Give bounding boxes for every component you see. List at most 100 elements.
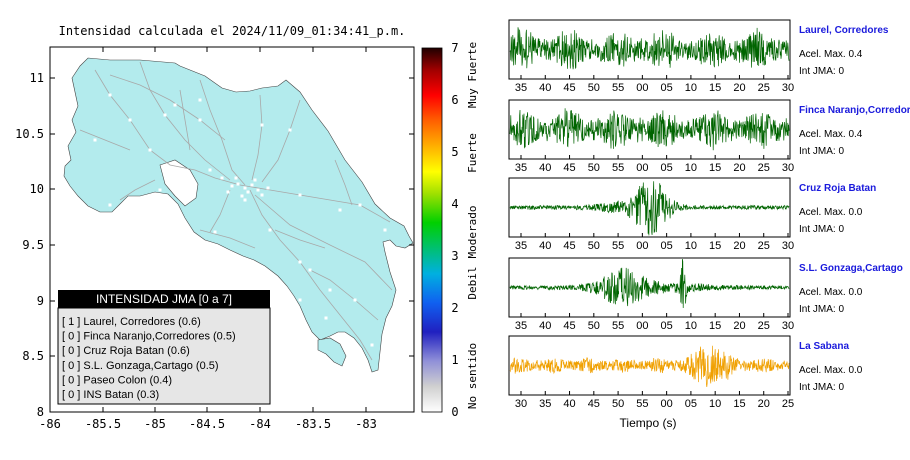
waveform-x-tick-label: 05 — [661, 162, 673, 174]
waveform-x-tick-label: 55 — [636, 398, 648, 410]
waveform-x-tick-label: 10 — [685, 82, 697, 94]
waveform-x-tick-label: 15 — [709, 162, 721, 174]
waveform-x-tick-label: 55 — [612, 320, 624, 332]
town-marker — [338, 208, 342, 212]
town-marker — [246, 190, 250, 194]
waveform-x-tick-label: 35 — [515, 240, 527, 252]
town-marker — [128, 118, 132, 122]
waveform-x-tick-label: 55 — [612, 240, 624, 252]
colorbar-tick-label: 2 — [451, 301, 458, 315]
legend-item: [ 1 ] Laurel, Corredores (0.6) — [62, 316, 201, 328]
colorbar-tick-label: 0 — [451, 405, 458, 419]
waveform-x-tick-label: 05 — [661, 82, 673, 94]
map-x-tick-label: -85.5 — [85, 417, 121, 431]
colorbar-category-label: Muy Fuerte — [466, 42, 479, 108]
intensity-map: Intensidad calculada el 2024/11/09_01:34… — [15, 24, 415, 431]
road — [179, 89, 191, 151]
waveform-x-tick-label: 45 — [563, 320, 575, 332]
legend-header — [58, 290, 270, 308]
map-x-tick-label: -85 — [144, 417, 166, 431]
waveform-x-tick-label: 45 — [588, 398, 600, 410]
map-x-axis: -86 -85.5 -85 -84.5 -84 -83.5 -83 — [39, 47, 377, 431]
waveform-panel: 35 40 45 50 55 00 05 10 15 20 25 30 Laurel, Corredor… — [508, 19, 889, 94]
waveform-x-tick-label: 30 — [515, 398, 527, 410]
town-marker — [256, 188, 260, 192]
colorbar-category-label: Debil — [466, 266, 479, 299]
town-marker — [198, 118, 202, 122]
station-name: S.L. Gonzaga,Cartago — [799, 263, 903, 274]
map-x-tick-label: -83.5 — [295, 417, 331, 431]
town-marker — [108, 203, 112, 207]
station-jma-intensity: Int JMA: 0 — [799, 304, 844, 315]
nicoya-gulf — [159, 159, 199, 207]
station-jma-intensity: Int JMA: 0 — [799, 146, 844, 157]
colorbar-tick-label: 7 — [451, 41, 458, 55]
legend-item: [ 0 ] Paseo Colon (0.4) — [62, 374, 172, 386]
waveform-x-tick-label: 50 — [588, 82, 600, 94]
town-marker — [236, 182, 240, 186]
waveform-x-tick-label: 25 — [782, 398, 794, 410]
waveform-x-tick-label: 20 — [733, 162, 745, 174]
map-x-tick-label: -84 — [249, 417, 271, 431]
road — [334, 159, 353, 206]
waveform-x-tick-label: 00 — [636, 320, 648, 332]
waveform-trace — [509, 27, 790, 70]
waveform-x-tick-label: 25 — [758, 240, 770, 252]
waveform-x-tick-label: 15 — [733, 398, 745, 410]
waveform-x-tick-label: 05 — [685, 398, 697, 410]
road — [251, 94, 263, 181]
town-marker — [163, 113, 167, 117]
town-marker — [148, 148, 152, 152]
map-y-axis: 11 10.5 10 9.5 9 8.5 8 — [15, 71, 414, 419]
legend-item: [ 0 ] Cruz Roja Batan (0.6) — [62, 345, 190, 357]
map-y-tick-label: 8 — [37, 405, 44, 419]
town-marker — [358, 203, 362, 207]
waveform-panels: 35 40 45 50 55 00 05 10 15 20 25 30 Laurel, Corredor… — [508, 19, 910, 410]
waveform-panel: 35 40 45 50 55 00 05 10 15 20 25 30 Cruz Roja Batan A… — [508, 177, 876, 252]
station-jma-intensity: Int JMA: 0 — [799, 224, 844, 235]
waveform-x-tick-label: 25 — [758, 320, 770, 332]
road — [79, 129, 131, 151]
waveform-panel: 30 35 40 45 50 55 00 05 10 15 20 25 La Sabana Acel. M… — [508, 335, 863, 410]
map-x-tick-label: -83 — [355, 417, 377, 431]
waveform-x-tick-label: 35 — [515, 162, 527, 174]
town-marker — [158, 188, 162, 192]
map-x-tick-label: -84.5 — [189, 417, 225, 431]
waveform-x-tick-label: 00 — [636, 240, 648, 252]
map-y-tick-label: 9.5 — [22, 238, 44, 252]
waveform-trace — [509, 181, 790, 236]
waveform-x-tick-label: 40 — [563, 398, 575, 410]
waveform-panel: 35 40 45 50 55 00 05 10 15 20 25 30 Finca Naranjo,Co… — [508, 99, 910, 174]
road — [274, 229, 326, 249]
town-marker — [173, 103, 177, 107]
osa-peninsula — [317, 337, 347, 367]
waveform-x-tick-label: 15 — [709, 320, 721, 332]
waveform-x-tick-label: 45 — [563, 162, 575, 174]
waveform-x-tick-label: 25 — [758, 162, 770, 174]
station-jma-intensity: Int JMA: 0 — [799, 382, 844, 393]
town-marker — [226, 190, 230, 194]
road — [94, 69, 241, 186]
station-max-acceleration: Acel. Max. 0.4 — [799, 129, 863, 140]
waveform-x-tick-label: 35 — [539, 398, 551, 410]
colorbar-tick-label: 5 — [451, 145, 458, 159]
station-max-acceleration: Acel. Max. 0.0 — [799, 207, 863, 218]
waveform-x-tick-label: 30 — [782, 82, 794, 94]
road — [139, 61, 231, 181]
map-y-tick-label: 10.5 — [15, 127, 44, 141]
waveform-x-tick-label: 30 — [782, 162, 794, 174]
station-max-acceleration: Acel. Max. 0.0 — [799, 287, 863, 298]
waveform-panel: 35 40 45 50 55 00 05 10 15 20 25 30 S.L. Gonzaga,Car… — [508, 257, 903, 332]
town-marker — [220, 176, 224, 180]
road — [239, 184, 391, 223]
map-y-tick-label: 8.5 — [22, 349, 44, 363]
waveform-x-tick-label: 15 — [709, 240, 721, 252]
town-marker — [328, 288, 332, 292]
waveform-trace — [509, 258, 790, 309]
town-marker — [253, 178, 257, 182]
town-marker — [243, 198, 247, 202]
waveform-x-tick-label: 00 — [636, 162, 648, 174]
intensity-legend: INTENSIDAD JMA [0 a 7] [ 1 ] Laurel, Cor… — [57, 290, 271, 405]
town-markers — [93, 93, 387, 347]
road — [199, 79, 246, 186]
